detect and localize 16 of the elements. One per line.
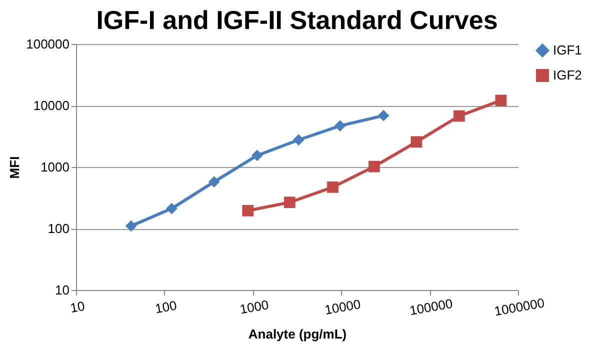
y-tick-label: 10000 <box>33 98 70 113</box>
x-tick-label: 1000000 <box>493 295 546 319</box>
legend-label: IGF2 <box>553 68 582 82</box>
y-tick-label: 10 <box>55 282 70 298</box>
x-tick-label: 10000 <box>324 296 362 318</box>
y-tick-label: 1000 <box>40 160 70 174</box>
y-tick-label: 100 <box>48 221 70 236</box>
x-tick-label: 100 <box>154 298 178 316</box>
chart-title: IGF-I and IGF-II Standard Curves <box>96 5 498 35</box>
y-tick-label: 100000 <box>26 36 70 52</box>
x-tick-label: 1000 <box>238 297 270 317</box>
y-axis-title: MFI <box>7 156 22 179</box>
x-tick-label: 10 <box>69 298 86 316</box>
legend-label: IGF1 <box>553 42 582 58</box>
x-tick-label: 100000 <box>408 296 454 318</box>
x-axis-title: Analyte (pg/mL) <box>248 326 347 342</box>
